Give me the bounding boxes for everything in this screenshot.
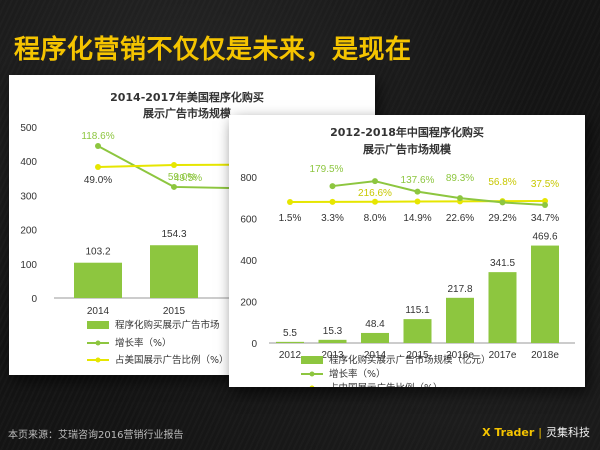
- bar-value-label: 217.8: [447, 284, 472, 295]
- x-tick-label: 2014: [364, 350, 387, 361]
- y-tick-label: 0: [251, 339, 257, 350]
- legend-label: 程序化购买展示广告市场: [115, 319, 220, 331]
- bar: [531, 245, 559, 343]
- legend-growth-marker: [309, 371, 315, 377]
- x-tick-label: 2015: [406, 350, 429, 361]
- bar: [276, 341, 304, 343]
- brand: X Trader | 灵集科技: [482, 424, 590, 440]
- y-tick-label: 400: [240, 256, 257, 267]
- x-tick-label: 2016e: [446, 350, 474, 361]
- bar: [150, 245, 198, 298]
- growth-rate-label: 118.6%: [81, 131, 114, 142]
- bar-value-label: 15.3: [323, 326, 343, 337]
- legend-label: 增长率（%）: [329, 368, 386, 380]
- share-point: [287, 198, 293, 205]
- legend-label: 占美国展示广告比例（%）: [115, 354, 229, 366]
- growth-rate-point: [95, 142, 101, 149]
- growth-rate-label: 56.8%: [488, 177, 516, 188]
- source-note: 本页来源：艾瑞咨询2016营销行业报告: [8, 430, 184, 441]
- bar-value-label: 469.6: [532, 232, 557, 243]
- y-tick-label: 0: [31, 294, 37, 305]
- legend-share-marker: [95, 357, 101, 363]
- share-label: 29.2%: [488, 213, 516, 224]
- legend-share-marker: [309, 385, 315, 387]
- y-tick-label: 100: [20, 260, 37, 271]
- share-point: [329, 198, 336, 205]
- share-point: [372, 198, 378, 205]
- legend-label: 程序化购买展示广告市场规模（亿元）: [329, 354, 491, 366]
- chart-title-line-2: 展示广告市场规模: [142, 106, 232, 120]
- y-tick-label: 800: [240, 173, 257, 184]
- chart-title-line-1: 2012-2018年中国程序化购买: [330, 125, 484, 139]
- legend-bar-swatch: [301, 356, 323, 364]
- growth-rate-point: [542, 202, 548, 208]
- bar: [403, 319, 432, 343]
- share-label: 22.6%: [446, 213, 474, 224]
- bar: [361, 332, 389, 343]
- legend-label: 占中国展示广告比例（%）: [329, 382, 443, 387]
- y-tick-label: 600: [240, 215, 257, 226]
- chart-title-line-1: 2014-2017年美国程序化购买: [110, 90, 264, 104]
- share-label: 14.9%: [403, 213, 431, 224]
- growth-rate-label: 216.6%: [358, 188, 392, 199]
- bar: [446, 297, 474, 343]
- growth-rate-label: 37.5%: [531, 179, 559, 190]
- growth-rate-label: 89.3%: [446, 173, 474, 184]
- growth-rate-line: [332, 180, 546, 206]
- share-label: 3.3%: [321, 213, 344, 224]
- share-label: 8.0%: [364, 213, 387, 224]
- slide-title: 程序化营销不仅仅是未来，是现在: [14, 35, 412, 65]
- bar: [318, 339, 347, 343]
- growth-rate-point: [499, 199, 506, 206]
- growth-rate-point: [372, 178, 378, 185]
- growth-rate-label: 137.6%: [401, 175, 435, 186]
- share-label: 1.5%: [279, 213, 302, 224]
- brand-separator: |: [538, 426, 542, 439]
- brand-name: 灵集科技: [546, 426, 590, 439]
- bar: [488, 272, 517, 343]
- x-tick-label: 2012: [279, 350, 302, 361]
- share-point: [95, 164, 101, 170]
- china-chart-card: 2012-2018年中国程序化购买 展示广告市场规模 0 200 400 600 800 5.…: [229, 115, 585, 387]
- x-tick-label: 2014: [87, 306, 110, 317]
- chart-title-line-2: 展示广告市场规模: [362, 142, 452, 156]
- growth-rate-point: [329, 183, 336, 190]
- y-tick-label: 200: [20, 226, 37, 237]
- bar-value-label: 48.4: [365, 319, 385, 330]
- bar-value-label: 103.2: [85, 247, 110, 258]
- bar-value-label: 154.3: [161, 229, 186, 240]
- growth-rate-label: 59.0%: [168, 172, 196, 183]
- bar-value-label: 115.1: [405, 305, 430, 316]
- share-label: 49.5%: [174, 173, 202, 184]
- growth-rate-point: [457, 195, 463, 202]
- legend-growth-marker: [95, 340, 101, 346]
- x-tick-label: 2017e: [489, 350, 517, 361]
- share-label: 49.0%: [84, 175, 112, 186]
- share-label: 34.7%: [531, 213, 559, 224]
- x-tick-label: 2018e: [531, 350, 559, 361]
- y-tick-label: 300: [20, 191, 37, 202]
- legend-bar-swatch: [87, 321, 109, 329]
- growth-rate-label: 179.5%: [310, 164, 344, 175]
- x-tick-label: 2015: [163, 306, 186, 317]
- bar-value-label: 5.5: [283, 328, 297, 339]
- x-tick-label: 2013: [321, 350, 344, 361]
- share-point: [414, 198, 421, 205]
- bar: [74, 262, 122, 298]
- share-point: [171, 162, 177, 168]
- growth-rate-point: [171, 183, 177, 190]
- y-tick-label: 200: [240, 298, 257, 309]
- y-tick-label: 400: [20, 157, 37, 168]
- legend-label: 增长率（%）: [115, 337, 172, 349]
- brand-product: X Trader: [482, 426, 535, 439]
- growth-rate-point: [414, 188, 421, 195]
- y-tick-label: 500: [20, 123, 37, 134]
- bar-value-label: 341.5: [490, 258, 515, 269]
